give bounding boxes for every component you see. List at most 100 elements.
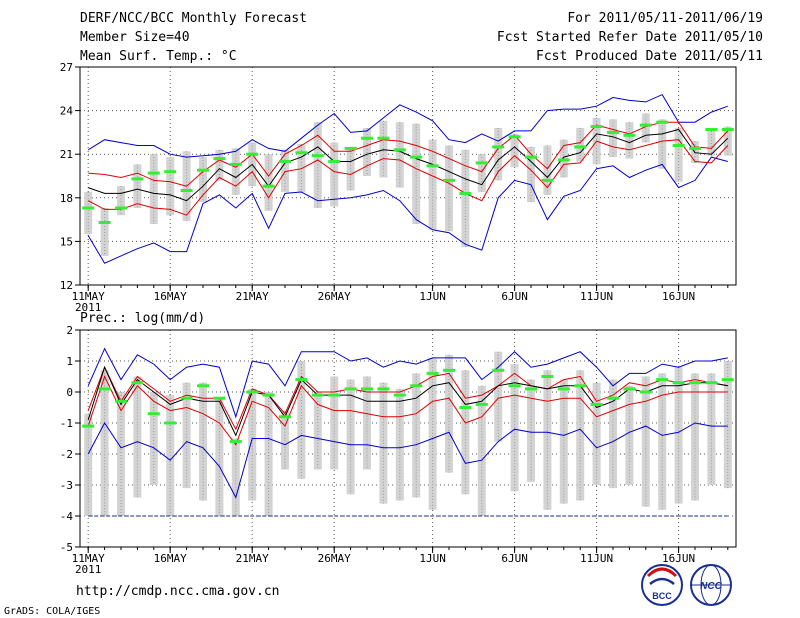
median-marker — [229, 162, 242, 166]
ensemble-box — [297, 144, 306, 192]
ensemble-box — [723, 126, 732, 156]
y-tick-label: 2 — [66, 324, 73, 337]
ensemble-box — [264, 392, 273, 516]
ensemble-box — [559, 379, 568, 504]
median-marker — [262, 393, 275, 397]
median-marker — [459, 406, 472, 409]
median-marker — [279, 159, 291, 163]
median-marker — [475, 161, 488, 165]
median-marker — [492, 368, 505, 372]
max-line — [87, 347, 728, 419]
ensemble-box — [379, 120, 388, 178]
year-label: 2011 — [75, 301, 102, 314]
ensemble-box — [461, 370, 470, 495]
x-tick-label: 11MAY — [72, 552, 105, 565]
ensemble-box — [395, 388, 404, 501]
y-tick-label: 12 — [60, 279, 73, 292]
source-url[interactable]: http://cmdp.ncc.cma.gov.cn — [76, 584, 280, 599]
ensemble-box — [117, 186, 125, 216]
median-marker — [115, 399, 127, 403]
y-tick-label: 15 — [60, 235, 73, 248]
fcst-started-date: Fcst Started Refer Date 2011/05/10 — [497, 30, 763, 45]
median-marker — [131, 381, 144, 385]
ensemble-box — [658, 373, 667, 510]
member-size: Member Size=40 — [80, 30, 190, 45]
median-marker — [295, 151, 308, 155]
median-marker — [721, 127, 734, 131]
median-marker — [410, 155, 423, 159]
y-tick-label: -4 — [60, 510, 74, 523]
ensemble-box — [231, 438, 240, 516]
median-marker — [574, 145, 587, 149]
precipitation-panel: -5 -4 -3 -2 -1 0 1 2 11MAY 16MAY 21MAY 26MAY 1JUN 6JU… — [60, 324, 737, 576]
median-marker — [541, 375, 554, 378]
median-marker — [344, 387, 357, 391]
median-marker — [705, 127, 718, 131]
median-marker — [180, 189, 193, 193]
ensemble-box — [100, 207, 109, 256]
ensemble-box — [576, 370, 585, 501]
forecast-period: For 2011/05/11-2011/06/19 — [567, 11, 763, 26]
x-tick-label: 1JUN — [419, 552, 446, 565]
median-marker — [213, 396, 226, 400]
x-tick-label: 16MAY — [154, 552, 187, 565]
ensemble-box — [264, 154, 273, 211]
ensemble-box — [330, 376, 339, 470]
median-marker — [246, 390, 259, 394]
median-marker — [164, 421, 177, 425]
median-marker — [131, 177, 144, 181]
median-marker — [705, 381, 718, 385]
ensemble-box — [494, 351, 503, 442]
median-marker — [361, 136, 373, 140]
median-marker — [377, 387, 390, 391]
median-marker — [393, 393, 406, 397]
median-marker — [147, 412, 160, 416]
ensemble-box — [707, 128, 716, 156]
median-marker — [377, 136, 390, 140]
ensemble-box — [641, 113, 650, 143]
y-tick-label: 0 — [66, 386, 73, 399]
x-tick-label: 1JUN — [419, 290, 446, 303]
ensemble-box — [231, 148, 240, 195]
plot-frame — [79, 66, 737, 286]
ensemble-box — [395, 122, 404, 188]
median-marker — [525, 155, 537, 159]
median-marker — [82, 206, 95, 210]
median-marker — [229, 440, 242, 444]
median-marker — [82, 424, 95, 428]
y-tick-label: 27 — [60, 61, 73, 74]
ensemble-box — [674, 128, 683, 182]
median-marker — [689, 146, 701, 150]
median-marker — [147, 171, 160, 175]
y-tick-label: 18 — [60, 192, 73, 205]
ensemble-box — [330, 142, 339, 207]
ensemble-mean-line — [88, 128, 729, 202]
ensemble-box — [363, 376, 371, 470]
median-marker — [508, 135, 521, 139]
median-marker — [492, 145, 505, 149]
ensemble-box — [641, 376, 650, 507]
ensemble-box — [494, 128, 503, 181]
bcc-logo: BCC — [641, 564, 683, 606]
upper-spread-line — [88, 121, 729, 187]
x-tick-label: 11MAY — [72, 290, 105, 303]
ensemble-box — [149, 154, 158, 224]
ncc-logo: NCC — [690, 564, 732, 606]
variable-label: Mean Surf. Temp.: °C — [80, 49, 237, 64]
median-marker — [393, 148, 406, 152]
median-marker — [426, 164, 439, 168]
ensemble-box — [477, 385, 486, 516]
median-marker — [410, 384, 423, 388]
ensemble-box — [346, 149, 355, 191]
x-tick-label: 16JUN — [662, 552, 695, 565]
ensemble-box — [707, 373, 716, 485]
median-marker — [541, 178, 554, 182]
x-tick-label: 21MAY — [236, 552, 269, 565]
median-marker — [197, 168, 209, 172]
ensemble-mean-line — [87, 365, 728, 437]
y-tick-label: 24 — [60, 105, 74, 118]
ncc-logo-text: NCC — [700, 581, 722, 592]
x-tick-label: 21MAY — [236, 290, 269, 303]
median-marker — [311, 393, 324, 397]
